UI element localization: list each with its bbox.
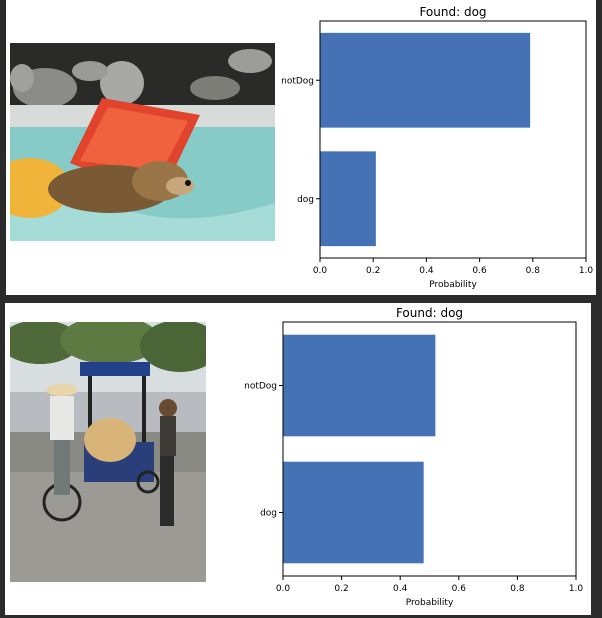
xtick-label: 0.0	[276, 584, 291, 594]
xtick-label: 0.6	[472, 266, 487, 276]
xtick-label: 0.8	[510, 584, 525, 594]
xtick-label: 0.6	[452, 584, 467, 594]
xtick-label: 0.0	[313, 266, 328, 276]
probability-chart-2: Found: dog notDog dog 0.0 0.2 0.4 0.6 0.8 1.0 Pro…	[244, 306, 584, 608]
x-axis-label: Probability	[406, 598, 454, 608]
result-panel-1: Found: dog notDog dog 0.0 0.2 0.4 0.6 0.8 1.0 Pro…	[6, 0, 596, 295]
ytick-label-notdog: notDog	[281, 76, 314, 86]
dog-pool-photo	[10, 43, 275, 241]
ytick-label-dog: dog	[260, 509, 277, 519]
bar-dog	[283, 461, 424, 564]
xtick-label: 0.2	[334, 584, 348, 594]
xtick-label: 0.4	[419, 266, 434, 276]
xtick-label: 1.0	[569, 584, 584, 594]
bar-dog	[320, 151, 376, 247]
xtick-label: 0.8	[526, 266, 541, 276]
xtick-label: 0.4	[393, 584, 408, 594]
chart-title: Found: dog	[396, 306, 463, 320]
xtick-label: 0.2	[366, 266, 380, 276]
dog-pool-image	[10, 43, 275, 241]
probability-chart-1: Found: dog notDog dog 0.0 0.2 0.4 0.6 0.8 1.0 Pro…	[281, 5, 594, 290]
result-panel-2: Found: dog notDog dog 0.0 0.2 0.4 0.6 0.8 1.0 Pro…	[5, 303, 591, 615]
bar-notdog	[283, 334, 436, 437]
ytick-label-notdog: notDog	[244, 382, 277, 392]
plot-frame	[282, 321, 577, 577]
x-axis-label: Probability	[429, 280, 477, 290]
plot-frame	[319, 20, 587, 259]
ytick-label-dog: dog	[297, 195, 314, 205]
bar-notdog	[320, 32, 531, 128]
dog-pedicab-image	[10, 322, 206, 582]
chart-title: Found: dog	[419, 5, 486, 19]
xtick-label: 1.0	[579, 266, 594, 276]
dog-pedicab-photo	[10, 322, 206, 582]
